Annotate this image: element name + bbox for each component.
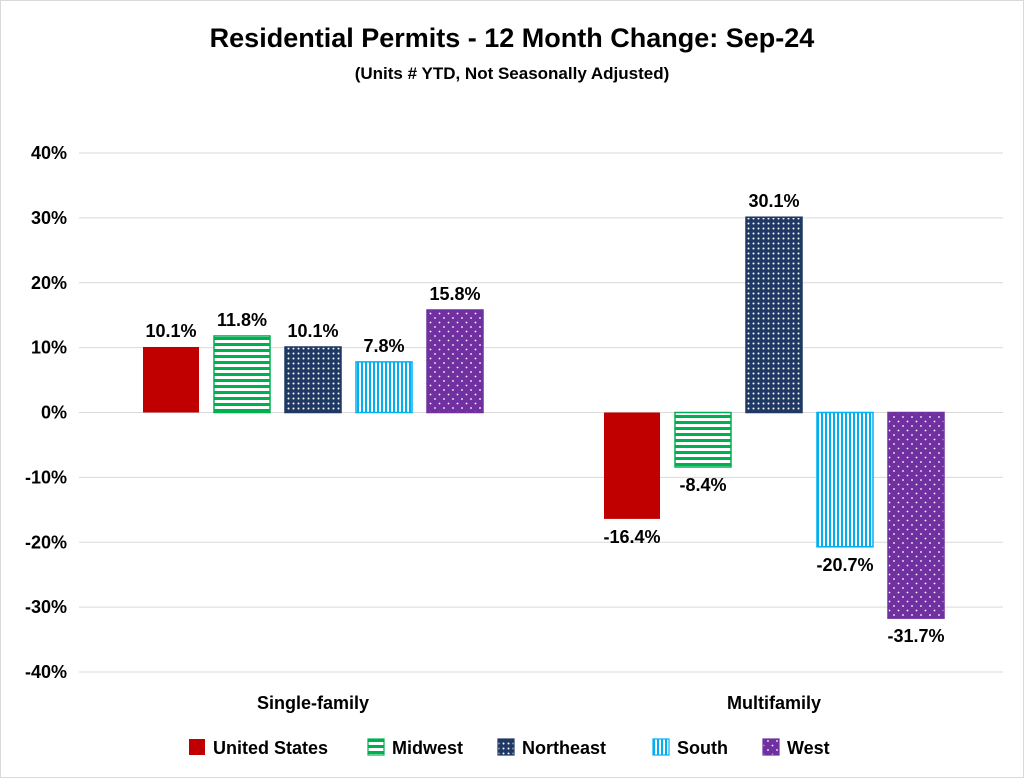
legend-swatch-midwest	[367, 738, 385, 756]
bars	[143, 216, 945, 619]
y-tick-label: 40%	[31, 143, 67, 163]
bar-united-states-multifamily	[604, 412, 660, 519]
legend-label-united-states: United States	[213, 738, 328, 758]
data-label-south-single-family: 7.8%	[363, 336, 404, 356]
chart-title: Residential Permits - 12 Month Change: S…	[210, 23, 815, 53]
bar-midwest-single-family	[213, 335, 271, 414]
y-tick-label: 0%	[41, 403, 67, 423]
legend-swatch-south	[652, 738, 670, 756]
data-labels: 10.1% 11.8% 10.1% 7.8% 15.8% -16.4% -8.4% 30.1%…	[145, 191, 944, 646]
data-label-northeast-multifamily: 30.1%	[748, 191, 799, 211]
y-tick-label: -40%	[25, 662, 67, 682]
bar-west-single-family	[426, 309, 484, 414]
y-tick-label: -30%	[25, 597, 67, 617]
data-label-midwest-multifamily: -8.4%	[679, 475, 726, 495]
data-label-west-single-family: 15.8%	[429, 284, 480, 304]
legend-label-south: South	[677, 738, 728, 758]
bar-midwest-multifamily	[674, 411, 732, 468]
bar-west-multifamily	[887, 411, 945, 619]
bar-northeast-multifamily	[745, 216, 803, 414]
bar-northeast-single-family	[284, 346, 342, 414]
y-tick-label: 10%	[31, 338, 67, 358]
legend-label-northeast: Northeast	[522, 738, 606, 758]
bar-south-single-family	[355, 361, 413, 414]
x-axis-categories: Single-family Multifamily	[257, 693, 821, 713]
data-label-united-states-single-family: 10.1%	[145, 321, 196, 341]
chart-subtitle: (Units # YTD, Not Seasonally Adjusted)	[355, 64, 670, 83]
data-label-united-states-multifamily: -16.4%	[603, 527, 660, 547]
legend-swatch-northeast	[497, 738, 515, 756]
x-category-label-multifamily: Multifamily	[727, 693, 821, 713]
y-tick-label: -10%	[25, 467, 67, 487]
data-label-south-multifamily: -20.7%	[816, 555, 873, 575]
y-tick-label: 20%	[31, 273, 67, 293]
legend-swatch-united-states	[189, 739, 205, 755]
x-category-label-single-family: Single-family	[257, 693, 369, 713]
legend-label-west: West	[787, 738, 830, 758]
y-tick-label: 30%	[31, 208, 67, 228]
data-label-west-multifamily: -31.7%	[887, 626, 944, 646]
y-axis-ticks: 40% 30% 20% 10% 0% -10% -20% -30% -40%	[25, 143, 67, 682]
legend-label-midwest: Midwest	[392, 738, 463, 758]
legend-swatch-west	[762, 738, 780, 756]
data-label-midwest-single-family: 11.8%	[217, 310, 267, 330]
legend: United States Midwest Northeast South West	[189, 738, 830, 758]
y-tick-label: -20%	[25, 532, 67, 552]
bar-south-multifamily	[816, 411, 874, 548]
bar-united-states-single-family	[143, 346, 199, 413]
data-label-northeast-single-family: 10.1%	[287, 321, 338, 341]
